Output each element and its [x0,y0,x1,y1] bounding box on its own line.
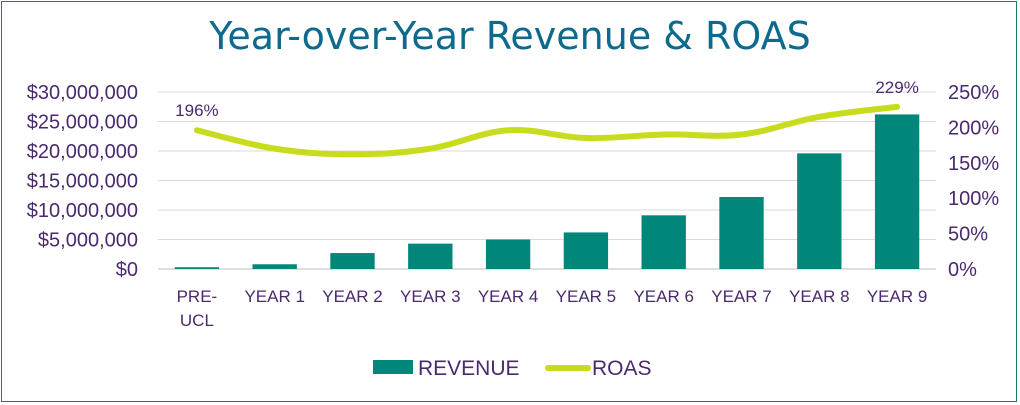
y-right-tick-label: 250% [948,82,999,104]
revenue-bar [330,253,375,269]
x-tick-label: YEAR 3 [400,287,460,306]
revenue-bar [174,267,220,269]
x-tick-label: YEAR 2 [322,287,382,306]
y-left-tick-label: $10,000,000 [27,200,138,222]
revenue-bar [485,239,531,269]
x-tick-label: PRE- [177,287,218,306]
x-tick-label: YEAR 1 [244,287,304,306]
x-tick-label: UCL [180,311,214,330]
revenue-bar [719,197,764,269]
x-tick-label: YEAR 5 [556,287,616,306]
x-tick-label: YEAR 8 [789,287,849,306]
revenue-bar [408,243,453,269]
roas-data-label: 229% [875,78,918,97]
roas-line [193,103,901,158]
revenue-bar [252,264,297,269]
data-labels: 196% 229% [175,78,919,120]
revenue-bar [641,215,686,269]
y-left-tick-label: $15,000,000 [27,171,138,193]
x-tick-label: YEAR 7 [711,287,771,306]
revenue-bar [874,114,920,269]
y-right-tick-label: 0% [948,259,977,281]
y-left-tick-label: $5,000,000 [38,230,138,252]
legend: REVENUE ROAS [373,357,652,380]
roas-line-group [193,103,901,158]
legend-revenue-label: REVENUE [418,357,520,380]
x-tick-label: YEAR 4 [478,287,538,306]
y-right-tick-label: 200% [948,117,999,139]
y-left-tick-label: $0 [116,259,138,281]
y-axis-right: 0% 50% 100% 150% 200% 250% [948,82,999,281]
y-left-tick-label: $30,000,000 [27,82,138,104]
revenue-bar [797,153,842,269]
revenue-bars [174,114,920,269]
y-left-tick-label: $25,000,000 [27,112,138,134]
y-right-tick-label: 50% [948,224,988,246]
x-tick-label: YEAR 6 [633,287,693,306]
y-right-tick-label: 150% [948,153,999,175]
roas-data-label: 196% [175,101,218,120]
y-axis-left: $0 $5,000,000 $10,000,000 $15,000,000 $20,00… [27,82,138,281]
y-right-tick-label: 100% [948,188,999,210]
revenue-bar [563,232,609,269]
chart-title: Year-over-Year Revenue & ROAS [209,14,811,58]
legend-revenue-swatch [373,360,413,374]
x-tick-label: YEAR 9 [867,287,927,306]
y-left-tick-label: $20,000,000 [27,141,138,163]
legend-roas-label: ROAS [592,357,652,380]
x-axis: PRE- UCL YEAR 1 YEAR 2 YEAR 3 YEAR 4 YEAR 5 YEA… [177,287,928,330]
